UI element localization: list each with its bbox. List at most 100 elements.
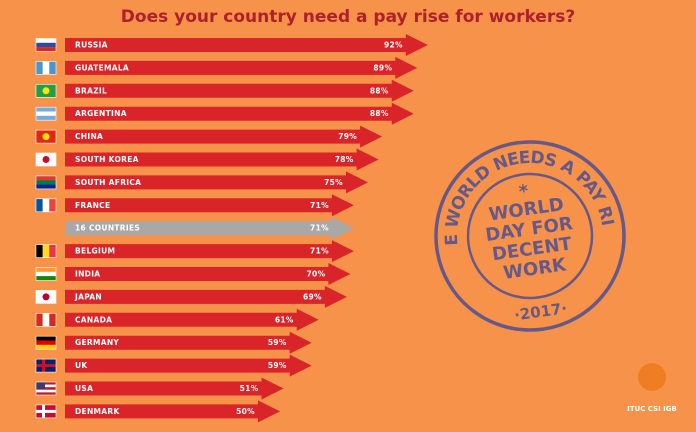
bar [65,377,284,400]
flag-stripe [36,344,56,350]
bar [65,125,383,148]
flag-stripe [36,61,43,75]
category-label: RUSSIA [75,41,108,50]
stamp-outer-ring [434,140,626,332]
flag-stripe [36,198,43,212]
flag-cross [36,409,56,413]
category-label: ARGENTINA [75,109,127,118]
bar [65,217,354,240]
value-label: 71% [310,224,329,233]
flag [35,84,57,98]
flag-stripe [36,387,56,390]
bar [65,263,351,285]
bar [65,102,414,125]
flag-border [35,106,57,121]
bar [65,194,354,217]
category-label: JAPAN [74,292,102,301]
flag-stripe [36,111,56,116]
flag [35,381,57,396]
bar [65,331,312,354]
flag-border [35,290,57,304]
value-label: 59% [268,338,287,347]
flag-border [35,38,57,52]
flag-border [35,404,57,419]
chart-title: Does your country need a pay rise for wo… [121,7,575,27]
flag-cross [36,364,56,368]
flag [35,198,57,213]
category-label: GUATEMALA [75,63,129,72]
bar [65,285,347,308]
flag-stripe [36,180,56,185]
flag-border [35,267,57,281]
value-label: 51% [240,384,259,393]
flag-canton [36,382,45,389]
flag-stripe [36,336,56,341]
flag-stripe [36,276,56,281]
flag [35,38,57,52]
flag [35,244,57,258]
value-label: 61% [275,315,294,324]
flag-stripe [42,313,50,327]
value-label: 71% [310,201,329,210]
flag-stripe [36,267,56,272]
flag-stripe [36,313,43,327]
flag-border [35,358,57,373]
logo-text: ITUC CSI IGB [627,405,677,413]
stamp-inner-ring [466,172,594,300]
flag-stripe [49,313,56,327]
flag [35,358,57,373]
value-label: 92% [384,41,403,50]
flag-border [35,61,57,75]
value-label: 59% [268,361,287,370]
flag-border [35,198,57,213]
value-label: 89% [373,63,392,72]
flag-stripe [36,38,56,43]
bar [65,240,354,263]
category-label: INDIA [75,270,100,279]
category-label: USA [75,384,93,393]
flag-stripe [36,389,56,393]
flag-border [35,84,57,98]
category-label: UK [75,361,88,370]
category-label: SOUTH AFRICA [75,178,141,187]
flag [35,267,57,281]
flag-emblem [42,133,50,141]
flag-stripe [36,244,43,258]
flag [35,404,57,419]
value-label: 75% [324,178,343,187]
flag [35,129,57,144]
flag [35,290,57,304]
flag-border [35,335,57,350]
flag-stripe [49,198,56,212]
category-label: GERMANY [75,338,119,347]
flag-stripe [36,42,56,48]
flag-stripe [36,115,56,121]
flag-border [35,175,57,190]
value-label: 70% [307,270,326,279]
value-label: 79% [338,132,357,141]
flag-border [35,129,57,144]
bar [65,34,428,56]
flag [35,312,57,327]
category-label: FRANCE [75,201,110,210]
flag-stripe [36,340,56,345]
flag-border [35,381,57,396]
flag-stripe [36,184,56,189]
category-label: 16 COUNTRIES [75,224,140,233]
value-label: 50% [236,407,255,416]
flag-stripe [42,244,50,258]
flag [35,152,57,167]
value-label: 88% [370,86,389,95]
logo-mark [638,363,666,391]
flag-stripe [36,175,56,181]
category-label: DENMARK [75,407,120,416]
flag-stripe [36,271,56,277]
bar [65,148,379,171]
flag-stripe [36,384,56,388]
bar [65,56,418,79]
bar [65,354,312,377]
flag-stripe [36,382,56,385]
bar [65,400,280,423]
flag-stripe [42,61,50,75]
